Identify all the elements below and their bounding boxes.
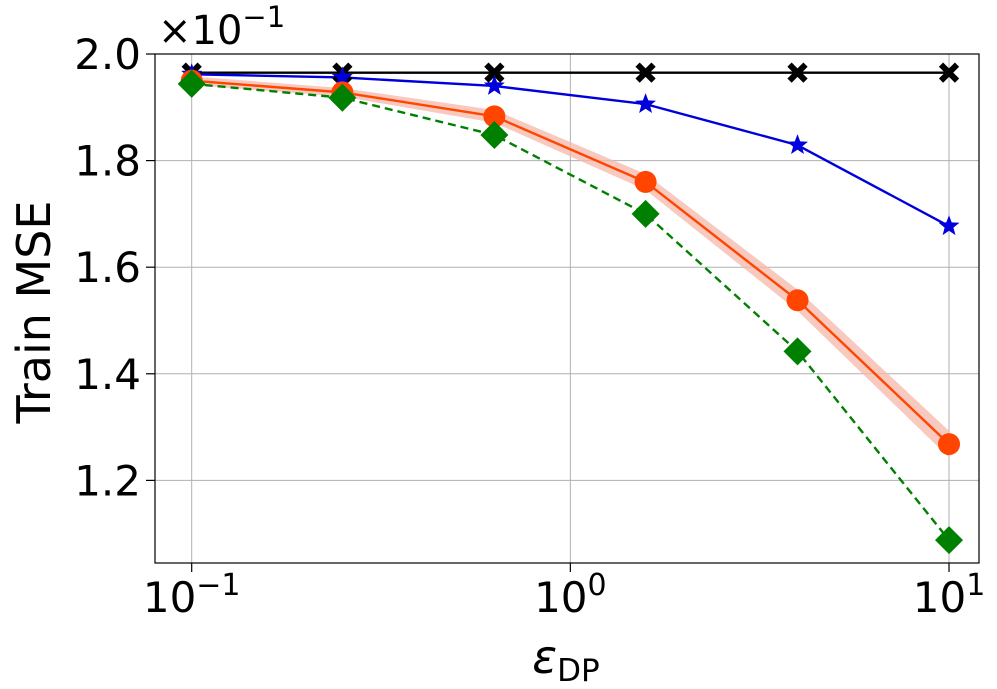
- series-3-point: [935, 526, 964, 555]
- x-tick-label-base: 10: [143, 573, 196, 622]
- series-0-point: [938, 62, 960, 83]
- series-3-point: [480, 121, 509, 150]
- x-axis-label-main: ε: [532, 630, 557, 684]
- series-2-point: [634, 170, 657, 193]
- y-multiplier-base: ×10: [158, 8, 242, 54]
- x-axis-ticks: 10−1 100 101: [143, 563, 985, 622]
- y-axis-ticks: 1.2 1.4 1.6 1.8 2.0: [74, 30, 155, 505]
- x-axis-label-sub: DP: [557, 653, 600, 689]
- x-tick-label: 101: [913, 568, 986, 622]
- x-tick-label-base: 10: [913, 573, 966, 622]
- series-3-point: [328, 83, 357, 112]
- confidence-bands: [191, 76, 950, 458]
- series-1-point: [635, 93, 656, 113]
- y-tick-label: 1.6: [74, 243, 141, 292]
- series-2-band: [191, 76, 950, 458]
- series-2-point: [786, 289, 809, 312]
- y-axis-label: Train MSE: [7, 201, 61, 425]
- y-tick-label: 1.8: [74, 137, 141, 186]
- x-tick-label-exponent: 0: [588, 568, 607, 603]
- series-markers: [177, 62, 964, 555]
- y-tick-label: 1.4: [74, 350, 141, 399]
- series-1-line: [191, 73, 950, 228]
- x-tick-label: 100: [534, 568, 607, 622]
- y-tick-label: 1.2: [74, 456, 141, 505]
- series-2-point: [483, 105, 506, 128]
- x-tick-label-exponent: −1: [196, 568, 240, 603]
- series-0-point: [635, 62, 656, 83]
- series-3-point: [631, 199, 660, 228]
- series-3-point: [177, 69, 206, 98]
- series-1-point: [331, 66, 353, 87]
- series-0-point: [484, 62, 505, 83]
- series-1-point: [483, 75, 505, 95]
- x-axis-label: εDP: [532, 630, 599, 689]
- series-0-point: [787, 62, 808, 83]
- y-tick-label: 2.0: [74, 30, 141, 79]
- series-2-line: [191, 79, 950, 446]
- series-3-point: [783, 337, 812, 366]
- series-3-line: [191, 82, 950, 541]
- series-1-point: [787, 134, 808, 154]
- series-1-point: [938, 215, 960, 236]
- y-multiplier-exponent: −1: [242, 0, 285, 34]
- series-lines: [191, 71, 950, 541]
- x-tick-label: 10−1: [143, 568, 241, 622]
- x-tick-label-exponent: 1: [966, 568, 985, 603]
- series-2-point: [938, 433, 961, 456]
- y-multiplier-label: ×10−1: [158, 0, 285, 54]
- grid: [155, 53, 979, 563]
- plot-frame: [154, 53, 980, 564]
- x-tick-label-base: 10: [534, 573, 587, 622]
